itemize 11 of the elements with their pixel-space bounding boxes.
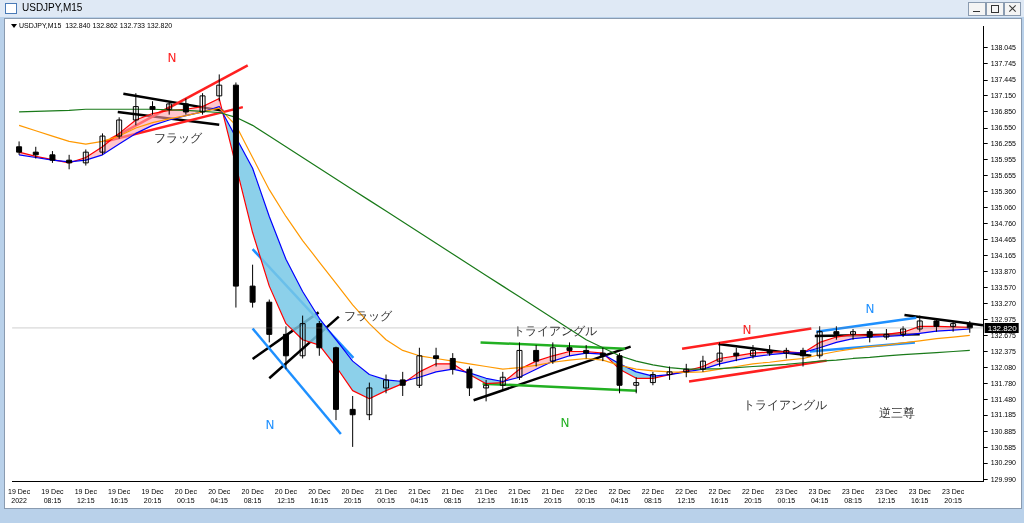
- annotation: N: [265, 418, 275, 433]
- chart-title: USDJPY,M15: [22, 2, 83, 13]
- annotation: N: [742, 323, 752, 338]
- annotation: N: [865, 302, 875, 317]
- annotation: トライアングル: [513, 324, 597, 339]
- annotation: トライアングル: [743, 398, 827, 413]
- annotation: フラッグ: [154, 131, 203, 146]
- ref-line-label: 132.820: [987, 323, 1018, 333]
- annotation: N: [560, 416, 570, 431]
- annotation: N: [167, 51, 177, 66]
- annotation: 逆三尊: [879, 406, 915, 421]
